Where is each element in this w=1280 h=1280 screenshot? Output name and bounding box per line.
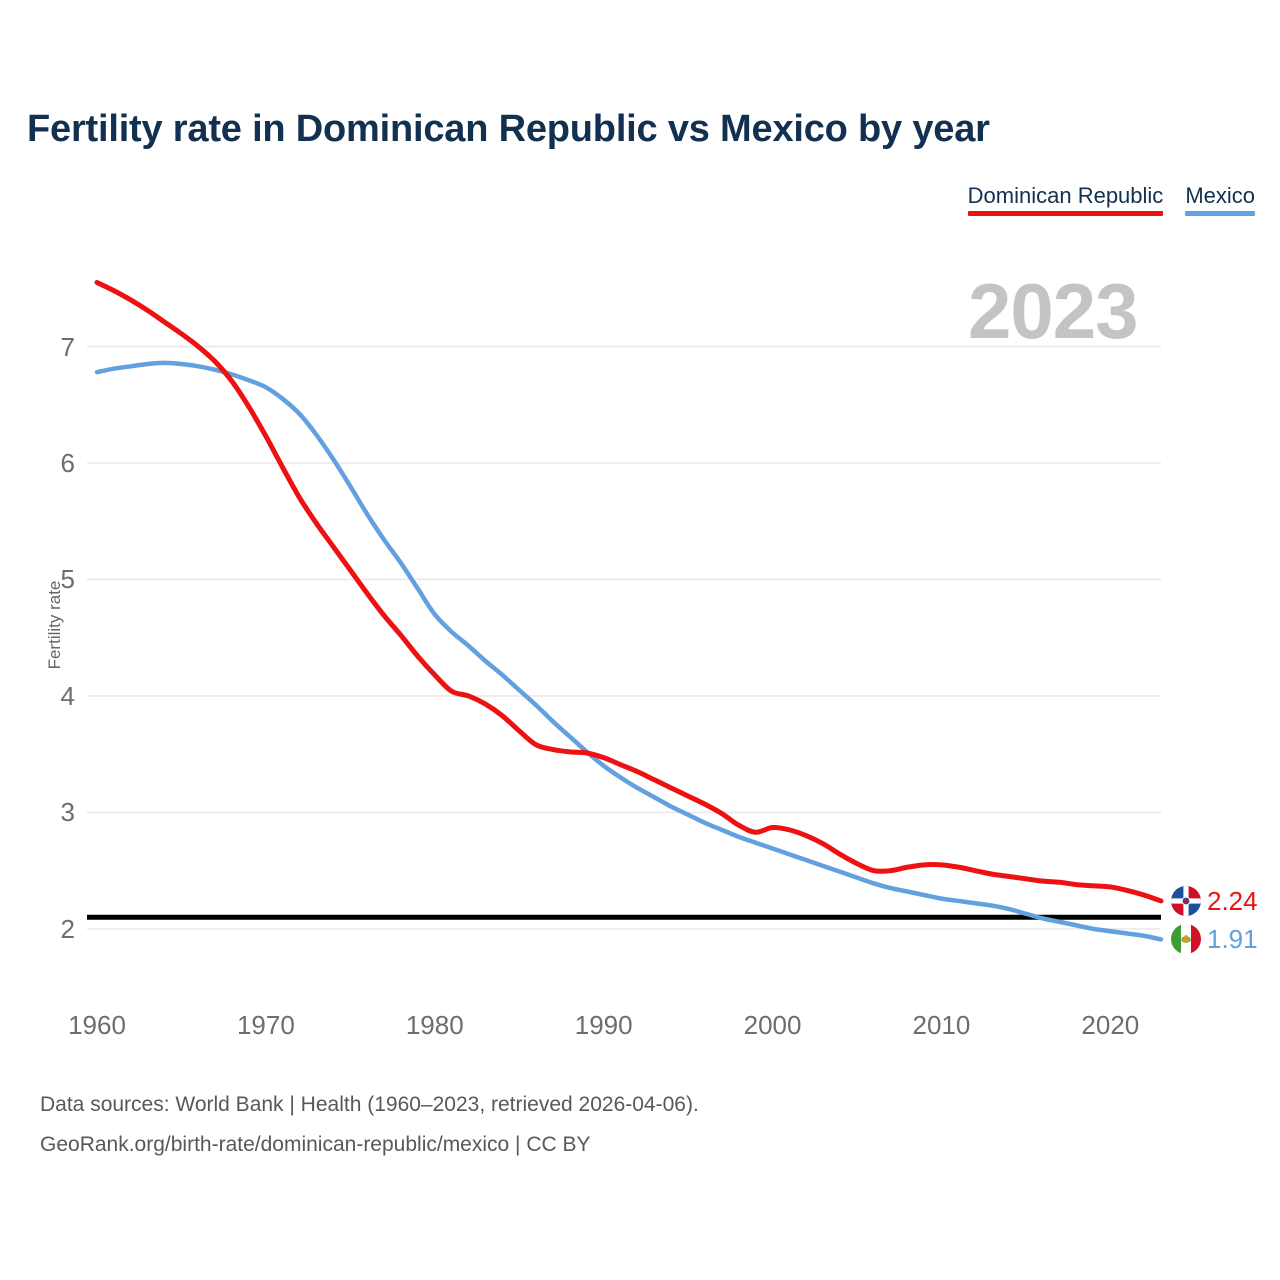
y-axis-tick: 6: [60, 448, 75, 478]
x-axis-tick: 2000: [743, 1010, 802, 1040]
legend-item-dominican-republic[interactable]: Dominican Republic: [967, 183, 1164, 216]
series-line-dominican-republic: [94, 279, 1164, 904]
x-axis-tick: 1990: [574, 1010, 633, 1040]
endpoint-value-mexico: 1.91: [1207, 924, 1258, 955]
x-axis-tick: 1960: [68, 1010, 126, 1040]
x-axis-tick: 1970: [236, 1010, 295, 1040]
series-line-mexico: [94, 360, 1164, 942]
endpoint-dominican-republic: 2.24: [1171, 885, 1258, 916]
year-watermark: 2023: [968, 267, 1139, 355]
y-axis-tick: 3: [60, 797, 75, 828]
endpoint-value-dominican-republic: 2.24: [1207, 885, 1258, 916]
legend-label-dominican-republic: Dominican Republic: [967, 183, 1164, 208]
dominican-republic-flag-icon: [1171, 885, 1201, 916]
y-axis-tick: 2: [60, 913, 75, 944]
legend-label-mexico: Mexico: [1185, 183, 1255, 208]
x-axis-tick: 2020: [1081, 1010, 1140, 1040]
legend-item-mexico[interactable]: Mexico: [1185, 183, 1255, 216]
y-axis-tick: 5: [60, 564, 75, 595]
chart-legend: Dominican Republic Mexico: [967, 183, 1255, 216]
legend-swatch-dominican-republic: [967, 211, 1164, 216]
footer: Data sources: World Bank | Health (1960–…: [40, 1085, 699, 1165]
page-title: Fertility rate in Dominican Republic vs …: [27, 108, 990, 150]
footer-data-sources: Data sources: World Bank | Health (1960–…: [40, 1093, 699, 1116]
y-axis-tick: 7: [60, 331, 75, 362]
y-axis-tick: 4: [60, 680, 75, 711]
gridlines: [87, 345, 1161, 930]
legend-swatch-mexico: [1185, 211, 1255, 216]
mexico-flag-icon: [1171, 924, 1201, 955]
x-axis-tick: 2010: [912, 1010, 971, 1040]
endpoint-mexico: 1.91: [1171, 924, 1258, 955]
x-axis-tick: 1980: [405, 1010, 464, 1040]
footer-attribution: GeoRank.org/birth-rate/dominican-republi…: [40, 1133, 591, 1156]
